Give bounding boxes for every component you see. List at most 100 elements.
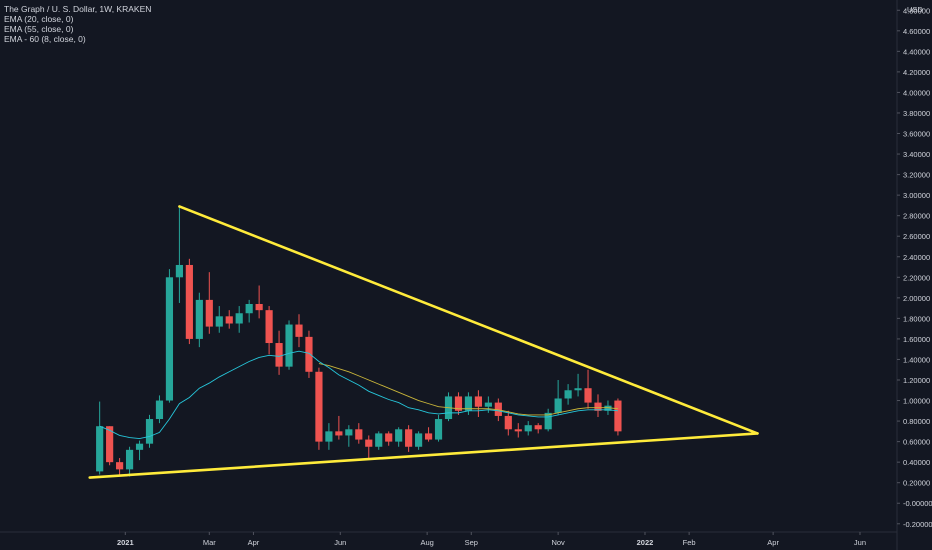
price-tick-label: 3.00000	[903, 191, 930, 200]
candle-body	[305, 336, 313, 372]
candle[interactable]	[235, 306, 243, 333]
candle[interactable]	[295, 314, 303, 348]
time-tick-label: 2021	[117, 538, 134, 547]
candle[interactable]	[255, 285, 263, 319]
candle[interactable]	[325, 423, 333, 450]
legend-ema-55[interactable]: EMA (55, close, 0)	[4, 24, 74, 34]
candle-body	[116, 462, 124, 470]
candle-body	[325, 431, 333, 442]
candle[interactable]	[594, 394, 602, 417]
candle[interactable]	[524, 421, 532, 436]
candle[interactable]	[434, 414, 443, 442]
candle-body	[295, 324, 303, 337]
price-tick-label: 1.00000	[903, 397, 930, 406]
ema-slow-line[interactable]	[318, 363, 618, 416]
candle-body	[205, 299, 213, 327]
candle[interactable]	[375, 431, 383, 450]
price-tick-label: 1.60000	[903, 335, 930, 344]
price-tick-label: 3.20000	[903, 171, 930, 180]
candle-body	[275, 343, 283, 367]
time-tick-label: Feb	[683, 538, 696, 547]
candle[interactable]	[444, 392, 453, 422]
time-tick-label: Jun	[334, 538, 346, 547]
legend-ema-20[interactable]: EMA (20, close, 0)	[4, 14, 74, 24]
candle[interactable]	[574, 373, 582, 397]
candle[interactable]	[116, 458, 124, 476]
candle[interactable]	[365, 435, 373, 459]
candle-body	[265, 310, 273, 344]
candle[interactable]	[415, 431, 423, 450]
ema-fast-line[interactable]	[99, 350, 618, 439]
candle[interactable]	[205, 272, 213, 334]
trendline-ascending-support[interactable]	[88, 432, 759, 479]
candle-body	[285, 324, 293, 367]
candle[interactable]	[106, 426, 114, 466]
candle[interactable]	[554, 380, 562, 415]
candle[interactable]	[405, 425, 413, 452]
candle[interactable]	[385, 431, 393, 446]
candle[interactable]	[514, 423, 522, 438]
candle[interactable]	[125, 446, 134, 477]
candle[interactable]	[335, 415, 343, 440]
price-tick-label: 3.40000	[903, 150, 930, 159]
candle[interactable]	[474, 390, 482, 417]
candle[interactable]	[504, 410, 512, 436]
candle-body	[145, 419, 154, 444]
chart-legend: The Graph / U. S. Dollar, 1W, KRAKEN EMA…	[4, 4, 151, 44]
candle-body	[544, 412, 552, 430]
candle[interactable]	[195, 292, 203, 348]
candle-body	[504, 415, 512, 430]
candle[interactable]	[165, 269, 174, 403]
price-tick-label: -0.00000	[903, 499, 932, 508]
candle-body	[245, 304, 253, 314]
candle[interactable]	[355, 423, 363, 444]
candle[interactable]	[135, 440, 144, 461]
candle-body	[395, 429, 403, 442]
candle[interactable]	[185, 258, 193, 345]
price-axis-currency: USD	[907, 5, 923, 14]
candle[interactable]	[275, 330, 283, 375]
candle-series	[96, 205, 622, 477]
legend-ema-60-8[interactable]: EMA - 60 (8, close, 0)	[4, 34, 86, 44]
time-axis[interactable]: 2021 Mar Apr Jun Aug Sep Nov 2022 Feb Apr Jun	[117, 532, 866, 547]
candle[interactable]	[544, 408, 552, 432]
candle-body	[534, 425, 542, 430]
candle[interactable]	[454, 392, 463, 415]
candle[interactable]	[245, 299, 253, 323]
candle[interactable]	[215, 306, 223, 333]
candle[interactable]	[424, 427, 433, 442]
trendline-descending-resistance[interactable]	[178, 205, 759, 435]
candle-body	[155, 400, 164, 420]
candle[interactable]	[225, 310, 233, 329]
candle[interactable]	[534, 423, 542, 434]
candle-body	[424, 433, 433, 440]
price-axis[interactable]: 4.80000 4.60000 4.40000 4.20000 4.00000 3.800…	[897, 6, 932, 529]
candle-body	[434, 419, 443, 440]
price-tick-label: 0.20000	[903, 479, 930, 488]
legend-title[interactable]: The Graph / U. S. Dollar, 1W, KRAKEN	[4, 4, 152, 14]
candle-body	[106, 426, 114, 463]
candle[interactable]	[395, 427, 403, 447]
candle-body	[554, 398, 562, 413]
trendlines[interactable]	[88, 205, 759, 479]
candle[interactable]	[584, 369, 592, 409]
candle[interactable]	[96, 401, 104, 475]
price-tick-label: 2.20000	[903, 273, 930, 282]
candle-body	[235, 313, 243, 324]
candle[interactable]	[285, 320, 293, 370]
price-tick-label: 4.20000	[903, 68, 930, 77]
candle-body	[464, 396, 473, 411]
price-tick-label: 1.20000	[903, 376, 930, 385]
candle[interactable]	[345, 425, 353, 447]
candle[interactable]	[305, 330, 313, 378]
candle[interactable]	[265, 306, 273, 355]
candle-body	[335, 431, 343, 436]
candle[interactable]	[315, 367, 323, 450]
candle[interactable]	[175, 205, 183, 303]
candle[interactable]	[145, 414, 154, 448]
candle[interactable]	[155, 395, 164, 424]
candle[interactable]	[564, 384, 572, 405]
candle-body	[215, 316, 223, 327]
candle[interactable]	[614, 398, 622, 436]
